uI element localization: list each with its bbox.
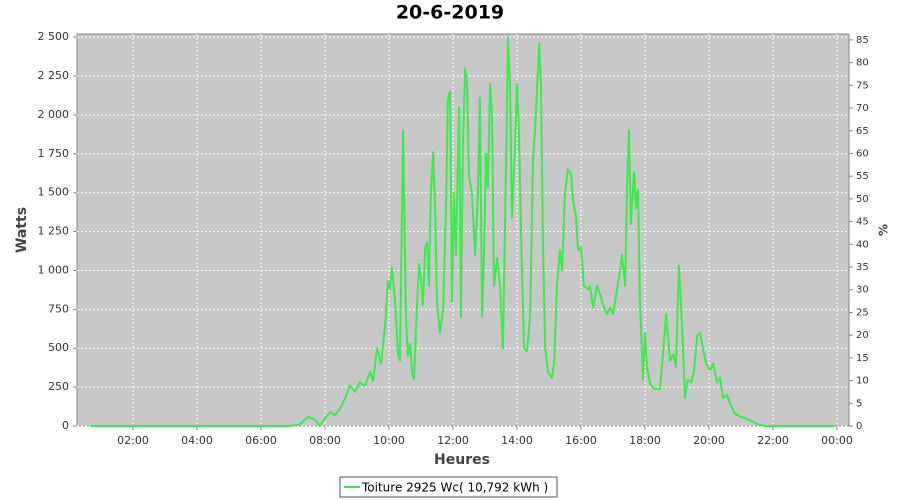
x-tick-label: 14:00 — [501, 434, 533, 447]
y2-tick-label: 70 — [856, 103, 869, 114]
legend-box — [339, 476, 558, 498]
y2-tick-label: 20 — [856, 330, 869, 341]
y-axis-label: Watts — [14, 207, 30, 253]
x-tick-label: 22:00 — [757, 434, 789, 447]
x-axis-label: Heures — [434, 452, 490, 468]
y2-tick-label: 85 — [856, 35, 869, 46]
y2-tick-label: 55 — [856, 171, 869, 182]
y-tick-label: 1 500 — [38, 186, 70, 199]
y2-tick-label: 40 — [856, 239, 869, 250]
y2-tick-label: 80 — [856, 58, 869, 69]
y-tick-label: 750 — [48, 302, 69, 315]
y2-tick-label: 75 — [856, 80, 869, 91]
x-tick-label: 10:00 — [373, 434, 405, 447]
y-tick-label: 1 750 — [38, 147, 70, 160]
y-tick-label: 0 — [62, 419, 69, 432]
x-tick-label: 00:00 — [821, 434, 853, 447]
y-tick-label: 1 000 — [38, 263, 70, 276]
legend-label: Toiture 2925 Wc( 10,792 kWh ) — [361, 481, 548, 495]
x-tick-label: 08:00 — [309, 434, 341, 447]
x-tick-label: 18:00 — [629, 434, 661, 447]
plot-area — [76, 33, 850, 427]
x-tick-label: 16:00 — [565, 434, 597, 447]
y2-tick-label: 10 — [856, 376, 869, 387]
y2-tick-label: 50 — [856, 194, 869, 205]
y-tick-label: 2 000 — [38, 108, 70, 121]
y-tick-label: 2 250 — [38, 69, 70, 82]
y2-tick-label: 30 — [856, 285, 869, 296]
y2-tick-label: 5 — [856, 398, 862, 409]
y2-tick-label: 0 — [856, 421, 862, 432]
y-tick-label: 250 — [48, 380, 69, 393]
x-tick-label: 12:00 — [437, 434, 469, 447]
x-tick-label: 02:00 — [117, 434, 149, 447]
x-tick-label: 06:00 — [245, 434, 277, 447]
y2-tick-label: 25 — [856, 307, 869, 318]
y2-tick-label: 60 — [856, 148, 869, 159]
y2-tick-label: 15 — [856, 353, 869, 364]
y2-tick-label: 45 — [856, 217, 869, 228]
y2-tick-label: 65 — [856, 126, 869, 137]
x-tick-label: 20:00 — [693, 434, 725, 447]
chart-title: 20-6-2019 — [396, 2, 504, 24]
y2-tick-label: 35 — [856, 262, 869, 273]
y-tick-label: 2 500 — [38, 30, 70, 43]
y2-axis-label: % — [877, 224, 891, 236]
series-line — [90, 36, 836, 427]
y-tick-label: 500 — [48, 341, 69, 354]
legend: Toiture 2925 Wc( 10,792 kWh ) — [339, 476, 558, 498]
x-tick-label: 04:00 — [181, 434, 213, 447]
y-tick-label: 1 250 — [38, 225, 70, 238]
